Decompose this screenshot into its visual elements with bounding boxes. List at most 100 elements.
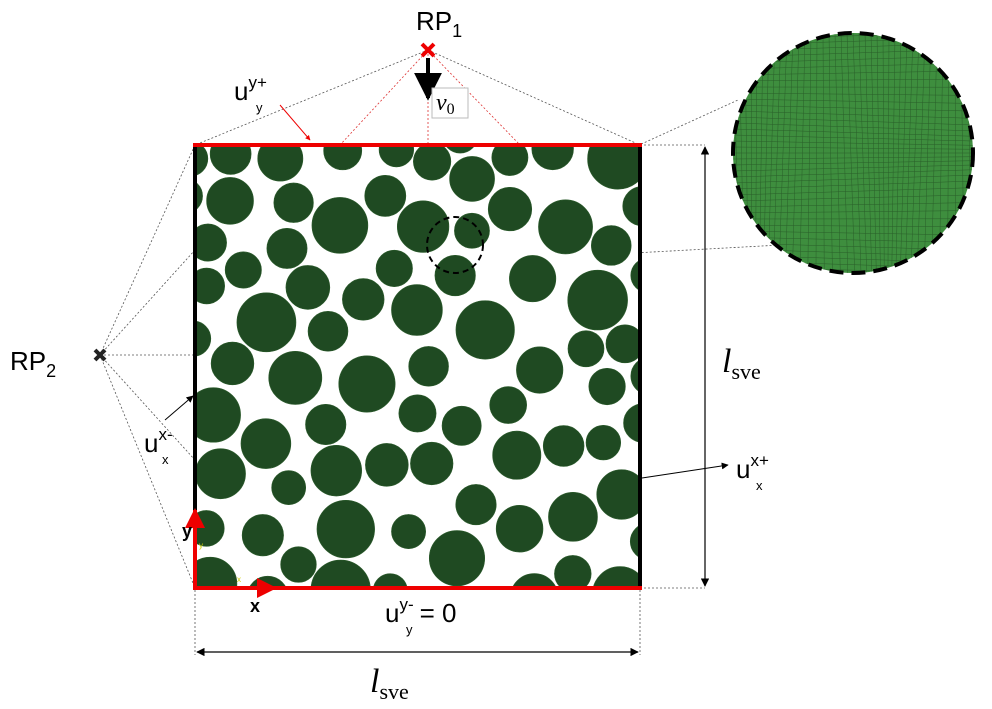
rp-name: RP xyxy=(416,6,452,36)
fiber xyxy=(631,357,669,395)
fiber xyxy=(286,265,330,309)
ux-minus-arrow xyxy=(165,396,193,420)
dimension-label: lsve xyxy=(722,343,761,384)
rp2-marker xyxy=(95,350,105,360)
axis-label: y xyxy=(182,521,192,541)
fiber xyxy=(543,426,584,467)
fiber xyxy=(496,505,543,552)
fiber xyxy=(311,445,362,496)
fiber xyxy=(195,449,245,499)
fiber xyxy=(454,213,489,248)
disp-subscript: x xyxy=(162,452,169,467)
triad-label: x xyxy=(237,575,241,584)
disp-subscript: x xyxy=(756,478,763,493)
disp-subscript: y xyxy=(406,622,413,637)
fiber xyxy=(168,179,203,214)
velocity-symbol: v xyxy=(436,90,447,116)
fiber xyxy=(586,425,621,460)
fiber xyxy=(269,351,322,404)
fiber xyxy=(365,175,406,216)
fiber xyxy=(312,197,368,253)
fiber xyxy=(509,255,555,301)
triad-label: y xyxy=(199,541,203,550)
fiber xyxy=(317,500,375,558)
fiber xyxy=(281,547,317,583)
rp-name: RP xyxy=(10,346,46,376)
dimension-label: lsve xyxy=(370,663,409,704)
fiber xyxy=(631,258,665,292)
fiber xyxy=(391,514,425,548)
rp-index: 2 xyxy=(46,361,56,381)
fiber xyxy=(242,514,283,555)
fiber xyxy=(241,419,291,469)
fiber xyxy=(456,301,515,360)
fiber xyxy=(548,492,597,541)
fiber xyxy=(305,404,345,444)
fiber xyxy=(376,250,412,286)
axis-label: x xyxy=(250,596,260,616)
fiber xyxy=(409,346,449,386)
rp-index: 1 xyxy=(452,21,462,41)
dim-symbol: l xyxy=(722,343,731,380)
fiber xyxy=(258,136,303,181)
fiber xyxy=(442,406,481,445)
fiber xyxy=(456,484,496,524)
disp-superscript: y+ xyxy=(248,73,267,92)
fiber xyxy=(410,442,453,485)
disp-symbol: u xyxy=(234,76,248,106)
fiber xyxy=(532,128,574,170)
fiber xyxy=(490,387,527,424)
disp-subscript: y xyxy=(256,100,263,115)
diagram: y x y x RP1 v0 RP2 uy+ y ux- x ux+ x uy-… xyxy=(0,0,992,709)
fiber xyxy=(630,523,666,559)
fiber xyxy=(488,187,532,231)
disp-symbol: u xyxy=(736,454,750,484)
disp-suffix: = 0 xyxy=(420,598,457,628)
disp-superscript: x- xyxy=(158,425,172,444)
disp-symbol: u xyxy=(144,428,158,458)
fiber xyxy=(207,177,254,224)
fiber xyxy=(183,557,236,610)
velocity-subscript: 0 xyxy=(447,101,455,118)
fiber xyxy=(339,356,395,412)
fiber xyxy=(591,226,631,266)
fiber xyxy=(624,404,663,443)
fiber xyxy=(516,347,563,394)
fiber xyxy=(272,471,306,505)
fiber xyxy=(568,270,628,330)
fiber xyxy=(589,368,626,405)
fiber xyxy=(435,255,476,296)
dim-subscript: sve xyxy=(731,359,760,384)
displacement-label: uy- = 0 xyxy=(385,595,457,628)
ux-plus-arrow xyxy=(642,465,728,478)
fiber xyxy=(225,252,261,288)
fiber xyxy=(623,186,662,225)
fiber xyxy=(274,183,314,223)
fiber xyxy=(308,311,348,351)
fiber xyxy=(429,531,484,586)
fiber xyxy=(450,156,495,201)
uy-plus-arrow xyxy=(280,105,310,140)
fiber xyxy=(538,200,592,254)
fiber xyxy=(324,132,362,170)
mesh-line xyxy=(733,28,973,33)
disp-superscript: y- xyxy=(399,595,413,614)
dim-subscript: sve xyxy=(379,679,408,704)
fiber xyxy=(267,228,307,268)
fiber xyxy=(342,279,384,321)
rp-label: RP2 xyxy=(10,346,56,381)
fiber xyxy=(413,143,451,181)
fiber xyxy=(493,431,541,479)
fiber xyxy=(210,133,251,174)
fiber xyxy=(397,201,449,253)
fiber xyxy=(568,331,604,367)
dim-symbol: l xyxy=(370,663,379,700)
fiber xyxy=(237,293,296,352)
disp-superscript: x+ xyxy=(750,451,769,470)
fiber xyxy=(399,395,436,432)
fiber xyxy=(379,132,414,167)
fiber xyxy=(365,443,408,486)
fiber xyxy=(391,285,442,336)
disp-symbol: u xyxy=(385,598,399,628)
displacement-label: ux+ xyxy=(736,451,769,484)
